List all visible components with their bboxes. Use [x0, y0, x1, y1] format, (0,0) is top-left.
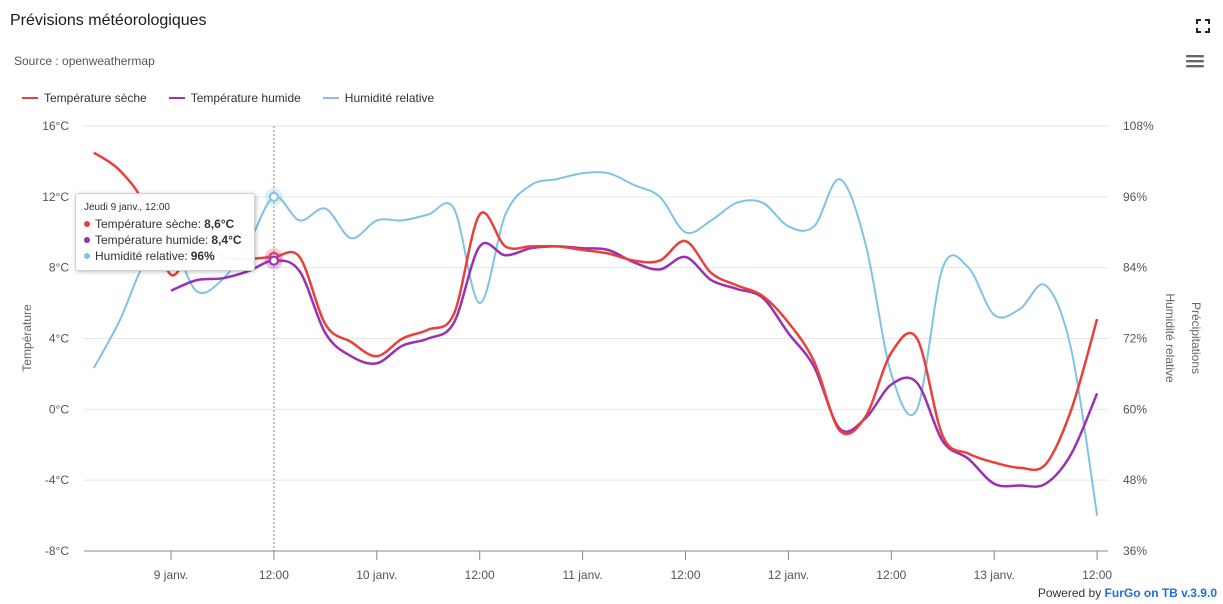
legend-item-temperature-seche[interactable]: Température sèche [22, 91, 147, 105]
x-tick-label: 12 janv. [768, 568, 809, 582]
x-tick-label: 11 janv. [562, 568, 602, 582]
x-tick-label: 12:00 [1082, 568, 1112, 582]
fullscreen-icon[interactable] [1196, 19, 1210, 33]
chart-title: Prévisions météorologiques [10, 12, 207, 29]
y3-axis-title: Précipitations [1189, 302, 1203, 374]
tooltip-row: Température sèche: 8,6°C [84, 216, 246, 232]
y-tick-label: -8°C [45, 544, 69, 558]
y2-tick-label: 48% [1123, 473, 1147, 487]
tooltip-value: 8,4°C [211, 233, 242, 247]
y-tick-label: 0°C [49, 402, 69, 416]
chart-tooltip: Jeudi 9 janv., 12:00 Température sèche: … [75, 193, 255, 271]
legend-label: Température sèche [44, 91, 147, 105]
legend-item-temperature-humide[interactable]: Température humide [168, 91, 301, 105]
tooltip-label: Température humide: [95, 233, 209, 247]
chart-subtitle: Source : openweathermap [14, 54, 155, 68]
x-tick-label: 13 janv. [974, 568, 1015, 582]
tooltip-dot [84, 253, 90, 259]
legend-item-humidite-relative[interactable]: Humidité relative [322, 91, 435, 105]
tooltip-dot [84, 237, 90, 243]
tooltip-label: Humidité relative: [95, 249, 188, 263]
x-tick-label: 12:00 [670, 568, 700, 582]
tooltip-value: 96% [190, 249, 215, 263]
x-tick-label: 12:00 [259, 568, 289, 582]
y-tick-label: 4°C [49, 332, 69, 346]
y2-tick-label: 36% [1123, 544, 1147, 558]
footer-brand-link[interactable]: FurGo on TB v.3.9.0 [1104, 586, 1217, 600]
legend-swatch [22, 97, 38, 99]
legend-label: Humidité relative [344, 91, 435, 105]
legend-label: Température humide [190, 91, 301, 105]
hover-marker [268, 191, 279, 202]
y-tick-label: 8°C [49, 261, 69, 275]
tooltip-row: Température humide: 8,4°C [84, 232, 246, 248]
y2-axis-title: Humidité relative [1163, 293, 1177, 383]
y2-tick-label: 96% [1123, 190, 1147, 204]
y-tick-label: 12°C [42, 190, 69, 204]
tooltip-dot [84, 221, 90, 227]
y2-tick-label: 84% [1123, 261, 1147, 275]
tooltip-row: Humidité relative: 96% [84, 248, 246, 264]
y2-tick-label: 60% [1123, 402, 1147, 416]
tooltip-value: 8,6°C [204, 217, 235, 231]
tooltip-header: Jeudi 9 janv., 12:00 [84, 202, 170, 213]
chart-legend: Température sèche Température humide Hum… [22, 91, 434, 105]
y2-tick-label: 72% [1123, 332, 1147, 346]
hover-marker [268, 255, 279, 266]
footer-prefix: Powered by [1037, 586, 1105, 600]
x-tick-label: 12:00 [465, 568, 495, 582]
footer-powered-by: Powered by FurGo on TB v.3.9.0 [1038, 586, 1217, 600]
y-axis-title: Température [20, 304, 34, 372]
x-tick-label: 9 janv. [154, 568, 188, 582]
legend-swatch [168, 97, 185, 99]
legend-swatch [322, 97, 339, 99]
series-line-temperature-humide [170, 241, 1099, 488]
x-tick-label: 10 janv. [356, 568, 397, 582]
x-tick-label: 12:00 [876, 568, 906, 582]
y-tick-label: 16°C [42, 119, 69, 133]
y2-tick-label: 108% [1123, 119, 1154, 133]
hamburger-menu-icon[interactable] [1186, 53, 1204, 69]
series-line-temperature-seche [93, 151, 1099, 472]
tooltip-label: Température sèche: [95, 217, 202, 231]
y-tick-label: -4°C [45, 473, 69, 487]
